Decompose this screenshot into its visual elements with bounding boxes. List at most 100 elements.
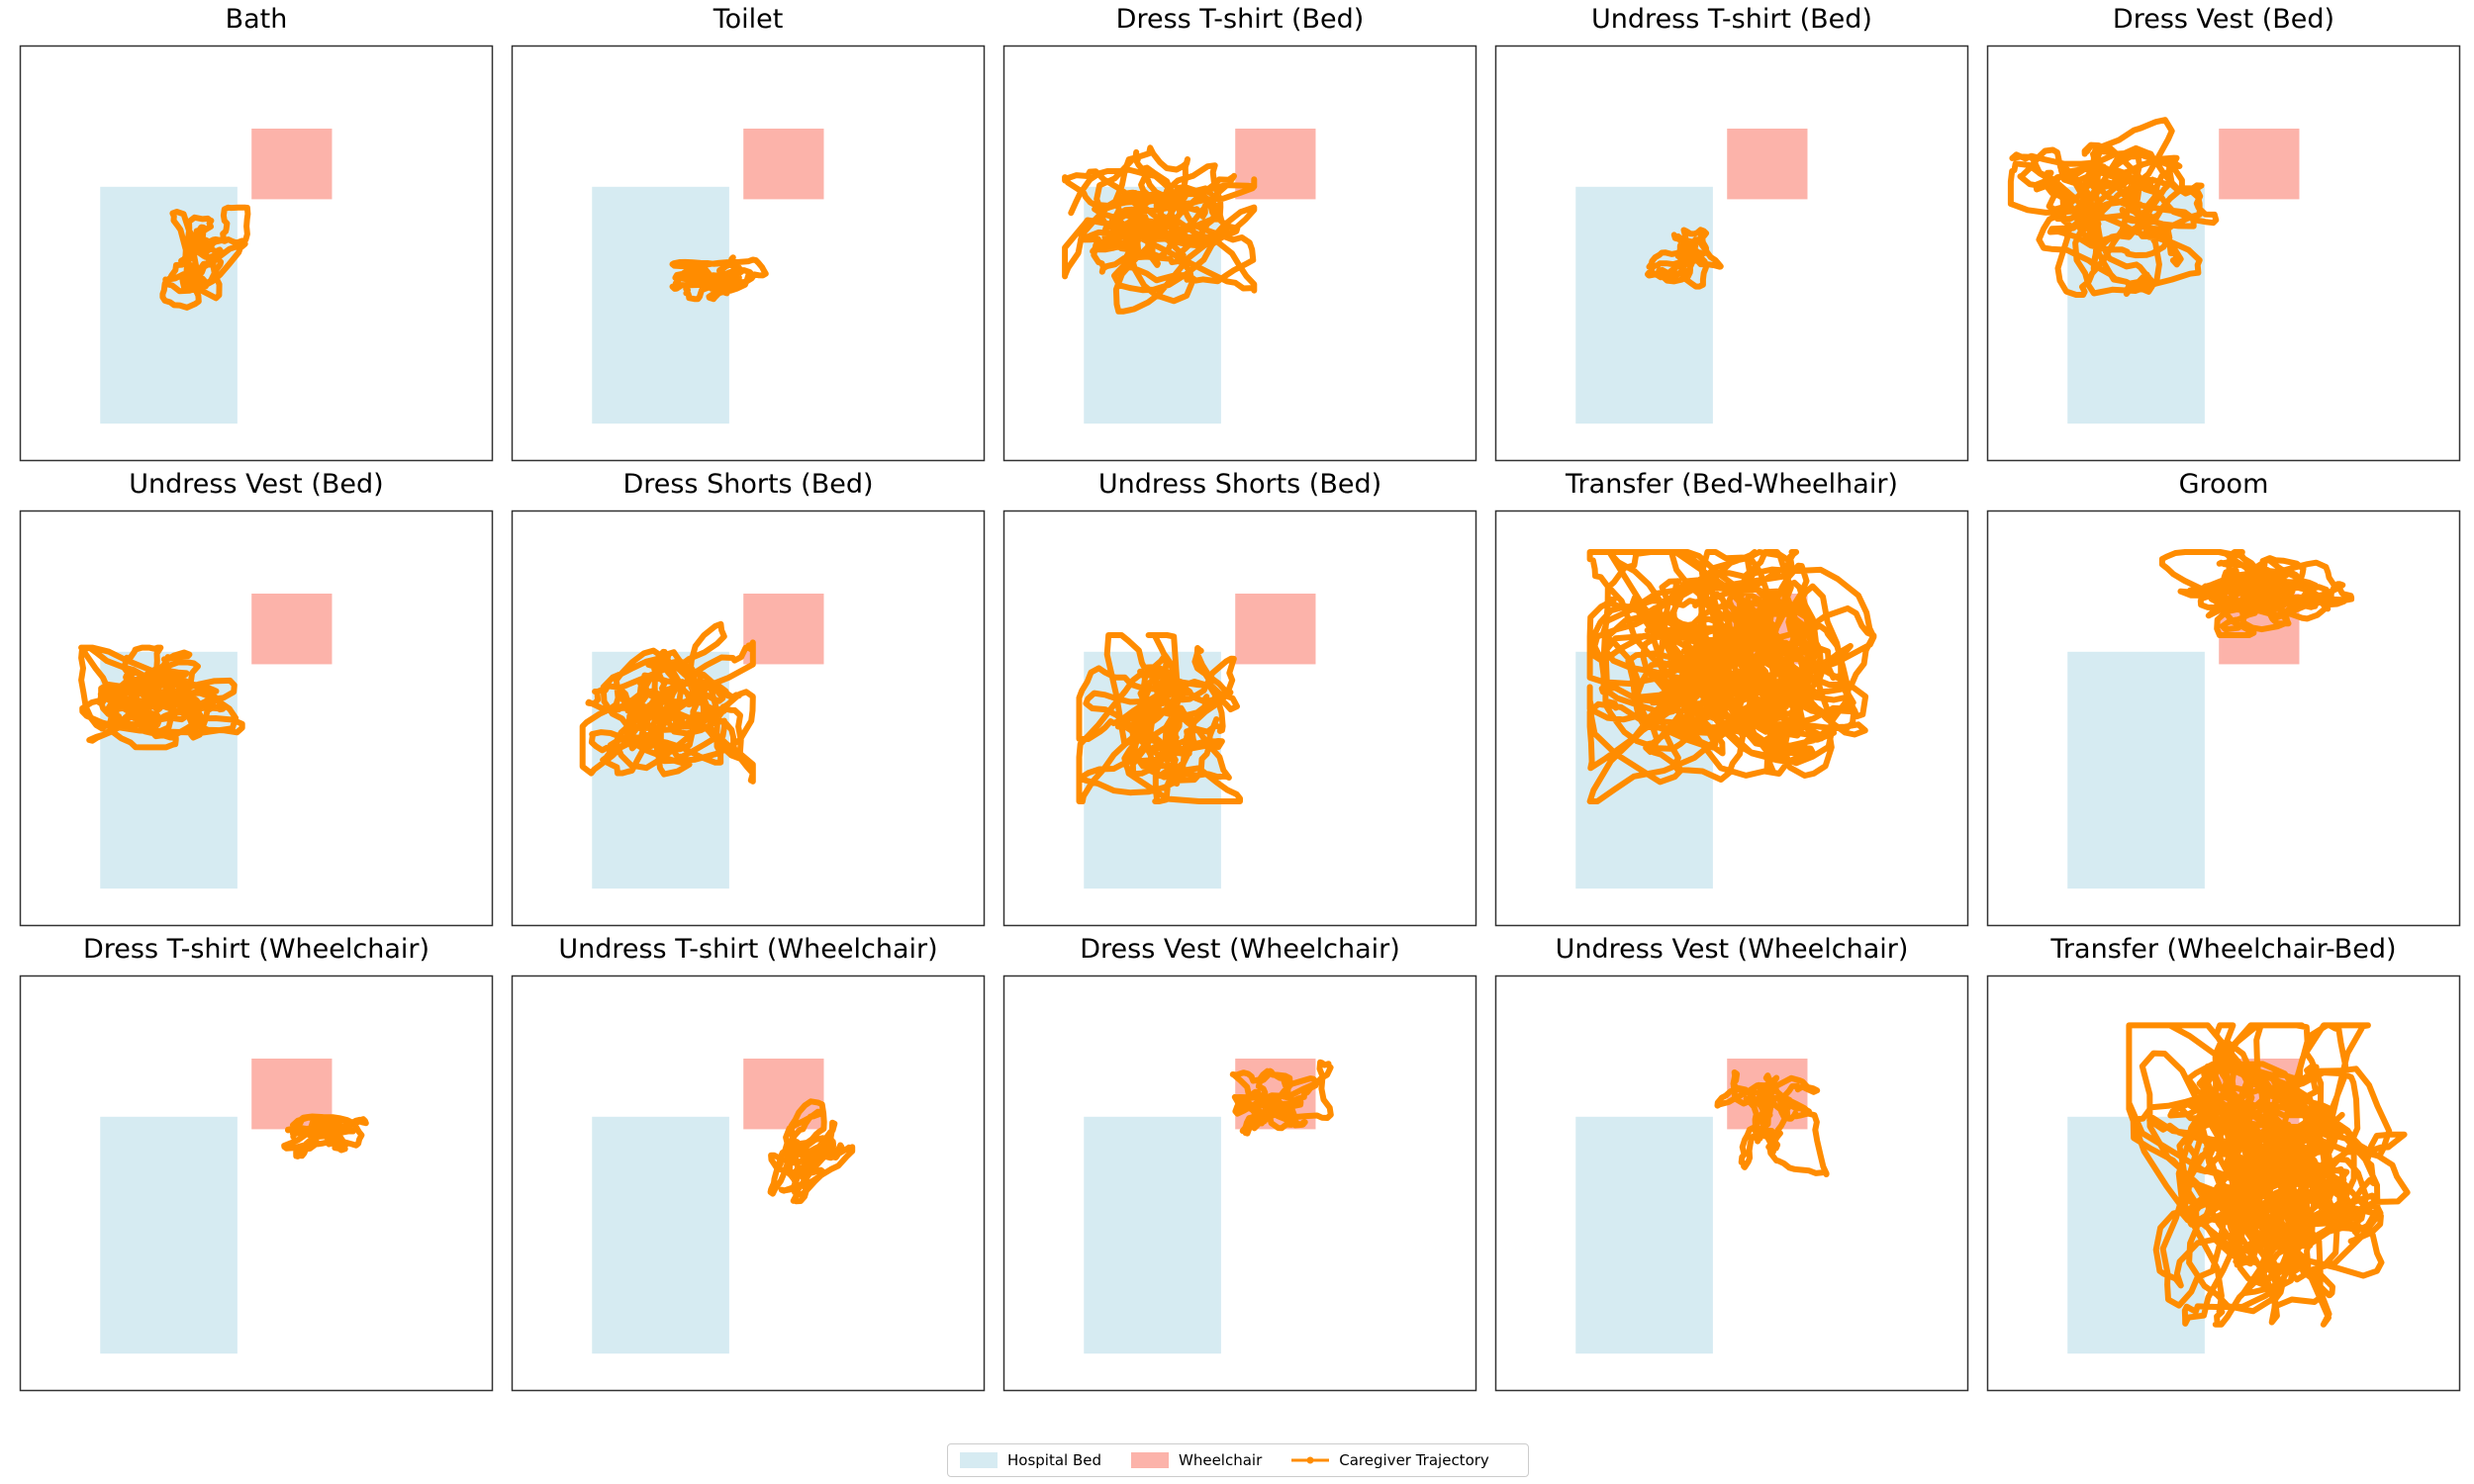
panel-transfer-wheelchair-bed: Transfer (Wheelchair-Bed) <box>1986 934 2461 1392</box>
panel-title: Dress T-shirt (Wheelchair) <box>82 934 430 965</box>
panel-plot-area <box>511 510 986 927</box>
panel-groom: Groom <box>1986 469 2461 927</box>
panel-plot-area <box>1494 510 1969 927</box>
caregiver-trajectory-line <box>1062 144 1258 315</box>
panel-title: Bath <box>225 4 288 35</box>
panel-plot-area <box>1494 45 1969 462</box>
legend-swatch-wheelchair <box>1131 1452 1170 1468</box>
panel-plot-area <box>19 510 494 927</box>
panel-plot-area <box>1002 45 1477 462</box>
panel-dress-t-shirt-bed: Dress T-shirt (Bed) <box>1002 4 1477 462</box>
panel-plot-area <box>19 45 494 462</box>
panel-frame <box>511 974 986 1392</box>
legend-label-bed: Hospital Bed <box>1007 1451 1102 1469</box>
panel-title: Transfer (Wheelchair-Bed) <box>2050 934 2397 965</box>
panel-title: Dress Vest (Bed) <box>2112 4 2335 35</box>
panel-plot-area <box>1986 45 2461 462</box>
legend-label-wheelchair: Wheelchair <box>1179 1451 1263 1469</box>
panel-title: Dress T-shirt (Bed) <box>1115 4 1365 35</box>
wheelchair-rect <box>251 594 333 665</box>
panel-frame <box>1002 45 1477 462</box>
caregiver-trajectory-line <box>1645 227 1724 290</box>
legend-swatch-bed <box>960 1452 998 1468</box>
panel-frame <box>511 510 986 927</box>
hospital-bed-rect <box>1084 1116 1221 1354</box>
legend: Hospital Bed Wheelchair Caregiver Trajec… <box>947 1443 1529 1477</box>
panel-frame <box>1002 974 1477 1392</box>
panel-transfer-bed-wheelhair: Transfer (Bed-Wheelhair) <box>1494 469 1969 927</box>
panel-frame <box>19 974 494 1392</box>
panel-frame <box>1986 510 2461 927</box>
legend-line-trajectory <box>1291 1452 1330 1468</box>
wheelchair-rect <box>743 129 824 200</box>
panel-dress-vest-wheelchair: Dress Vest (Wheelchair) <box>1002 934 1477 1392</box>
panel-frame <box>19 45 494 462</box>
hospital-bed-rect <box>592 186 729 424</box>
caregiver-trajectory-line <box>1714 1068 1830 1177</box>
wheelchair-rect <box>2219 129 2300 200</box>
panel-bath: Bath <box>19 4 494 462</box>
caregiver-trajectory-line <box>159 204 251 311</box>
panel-plot-area <box>1986 510 2461 927</box>
panel-title: Transfer (Bed-Wheelhair) <box>1566 469 1898 500</box>
caregiver-trajectory-line <box>1076 632 1243 804</box>
legend-line-marker <box>1306 1456 1314 1464</box>
panel-frame <box>511 45 986 462</box>
panel-frame <box>1494 510 1969 927</box>
caregiver-trajectory-line <box>78 644 245 751</box>
hospital-bed-rect <box>1575 186 1713 424</box>
caregiver-trajectory-line <box>1229 1059 1334 1137</box>
wheelchair-rect <box>1727 129 1808 200</box>
panel-undress-t-shirt-wheelchair: Undress T-shirt (Wheelchair) <box>511 934 986 1392</box>
panel-undress-vest-wheelchair: Undress Vest (Wheelchair) <box>1494 934 1969 1392</box>
panel-frame <box>19 510 494 927</box>
panel-title: Undress Vest (Wheelchair) <box>1555 934 1909 965</box>
panel-title: Toilet <box>713 4 784 35</box>
caregiver-trajectory-line <box>2126 1022 2411 1328</box>
caregiver-trajectory-line <box>767 1098 856 1205</box>
panel-plot-area <box>511 45 986 462</box>
panel-frame <box>1986 974 2461 1392</box>
panel-title: Undress T-shirt (Wheelchair) <box>558 934 938 965</box>
hospital-bed-rect <box>592 1116 729 1354</box>
legend-item-trajectory: Caregiver Trajectory <box>1291 1451 1489 1469</box>
panel-frame <box>1002 510 1477 927</box>
panel-dress-t-shirt-wheelchair: Dress T-shirt (Wheelchair) <box>19 934 494 1392</box>
wheelchair-rect <box>743 594 824 665</box>
panel-undress-t-shirt-bed: Undress T-shirt (Bed) <box>1494 4 1969 462</box>
wheelchair-rect <box>1235 594 1316 665</box>
panel-title: Dress Vest (Wheelchair) <box>1080 934 1400 965</box>
panel-plot-area <box>1002 510 1477 927</box>
caregiver-trajectory-line <box>281 1113 369 1159</box>
panel-title: Undress T-shirt (Bed) <box>1591 4 1872 35</box>
legend-line-svg <box>1291 1456 1330 1464</box>
caregiver-trajectory-line <box>579 620 756 785</box>
caregiver-trajectory-line <box>1586 549 1877 804</box>
caregiver-trajectory-line <box>669 254 769 303</box>
panel-title: Undress Vest (Bed) <box>129 469 384 500</box>
panel-plot-area <box>511 974 986 1392</box>
panel-plot-area <box>19 974 494 1392</box>
hospital-bed-rect <box>2067 651 2205 889</box>
panel-undress-vest-bed: Undress Vest (Bed) <box>19 469 494 927</box>
hospital-bed-rect <box>1575 1116 1713 1354</box>
hospital-bed-rect <box>100 186 238 424</box>
panel-title: Dress Shorts (Bed) <box>622 469 874 500</box>
panel-toilet: Toilet <box>511 4 986 462</box>
panel-plot-area <box>1002 974 1477 1392</box>
panel-dress-shorts-bed: Dress Shorts (Bed) <box>511 469 986 927</box>
panel-plot-area <box>1986 974 2461 1392</box>
hospital-bed-rect <box>100 1116 238 1354</box>
legend-label-trajectory: Caregiver Trajectory <box>1339 1451 1489 1469</box>
panel-dress-vest-bed: Dress Vest (Bed) <box>1986 4 2461 462</box>
panel-title: Groom <box>2178 469 2269 500</box>
panel-title: Undress Shorts (Bed) <box>1097 469 1382 500</box>
panel-frame <box>1494 974 1969 1392</box>
panel-frame <box>1494 45 1969 462</box>
panel-frame <box>1986 45 2461 462</box>
panel-undress-shorts-bed: Undress Shorts (Bed) <box>1002 469 1477 927</box>
caregiver-trajectory-line <box>2007 117 2220 298</box>
wheelchair-rect <box>251 129 333 200</box>
panel-plot-area <box>1494 974 1969 1392</box>
